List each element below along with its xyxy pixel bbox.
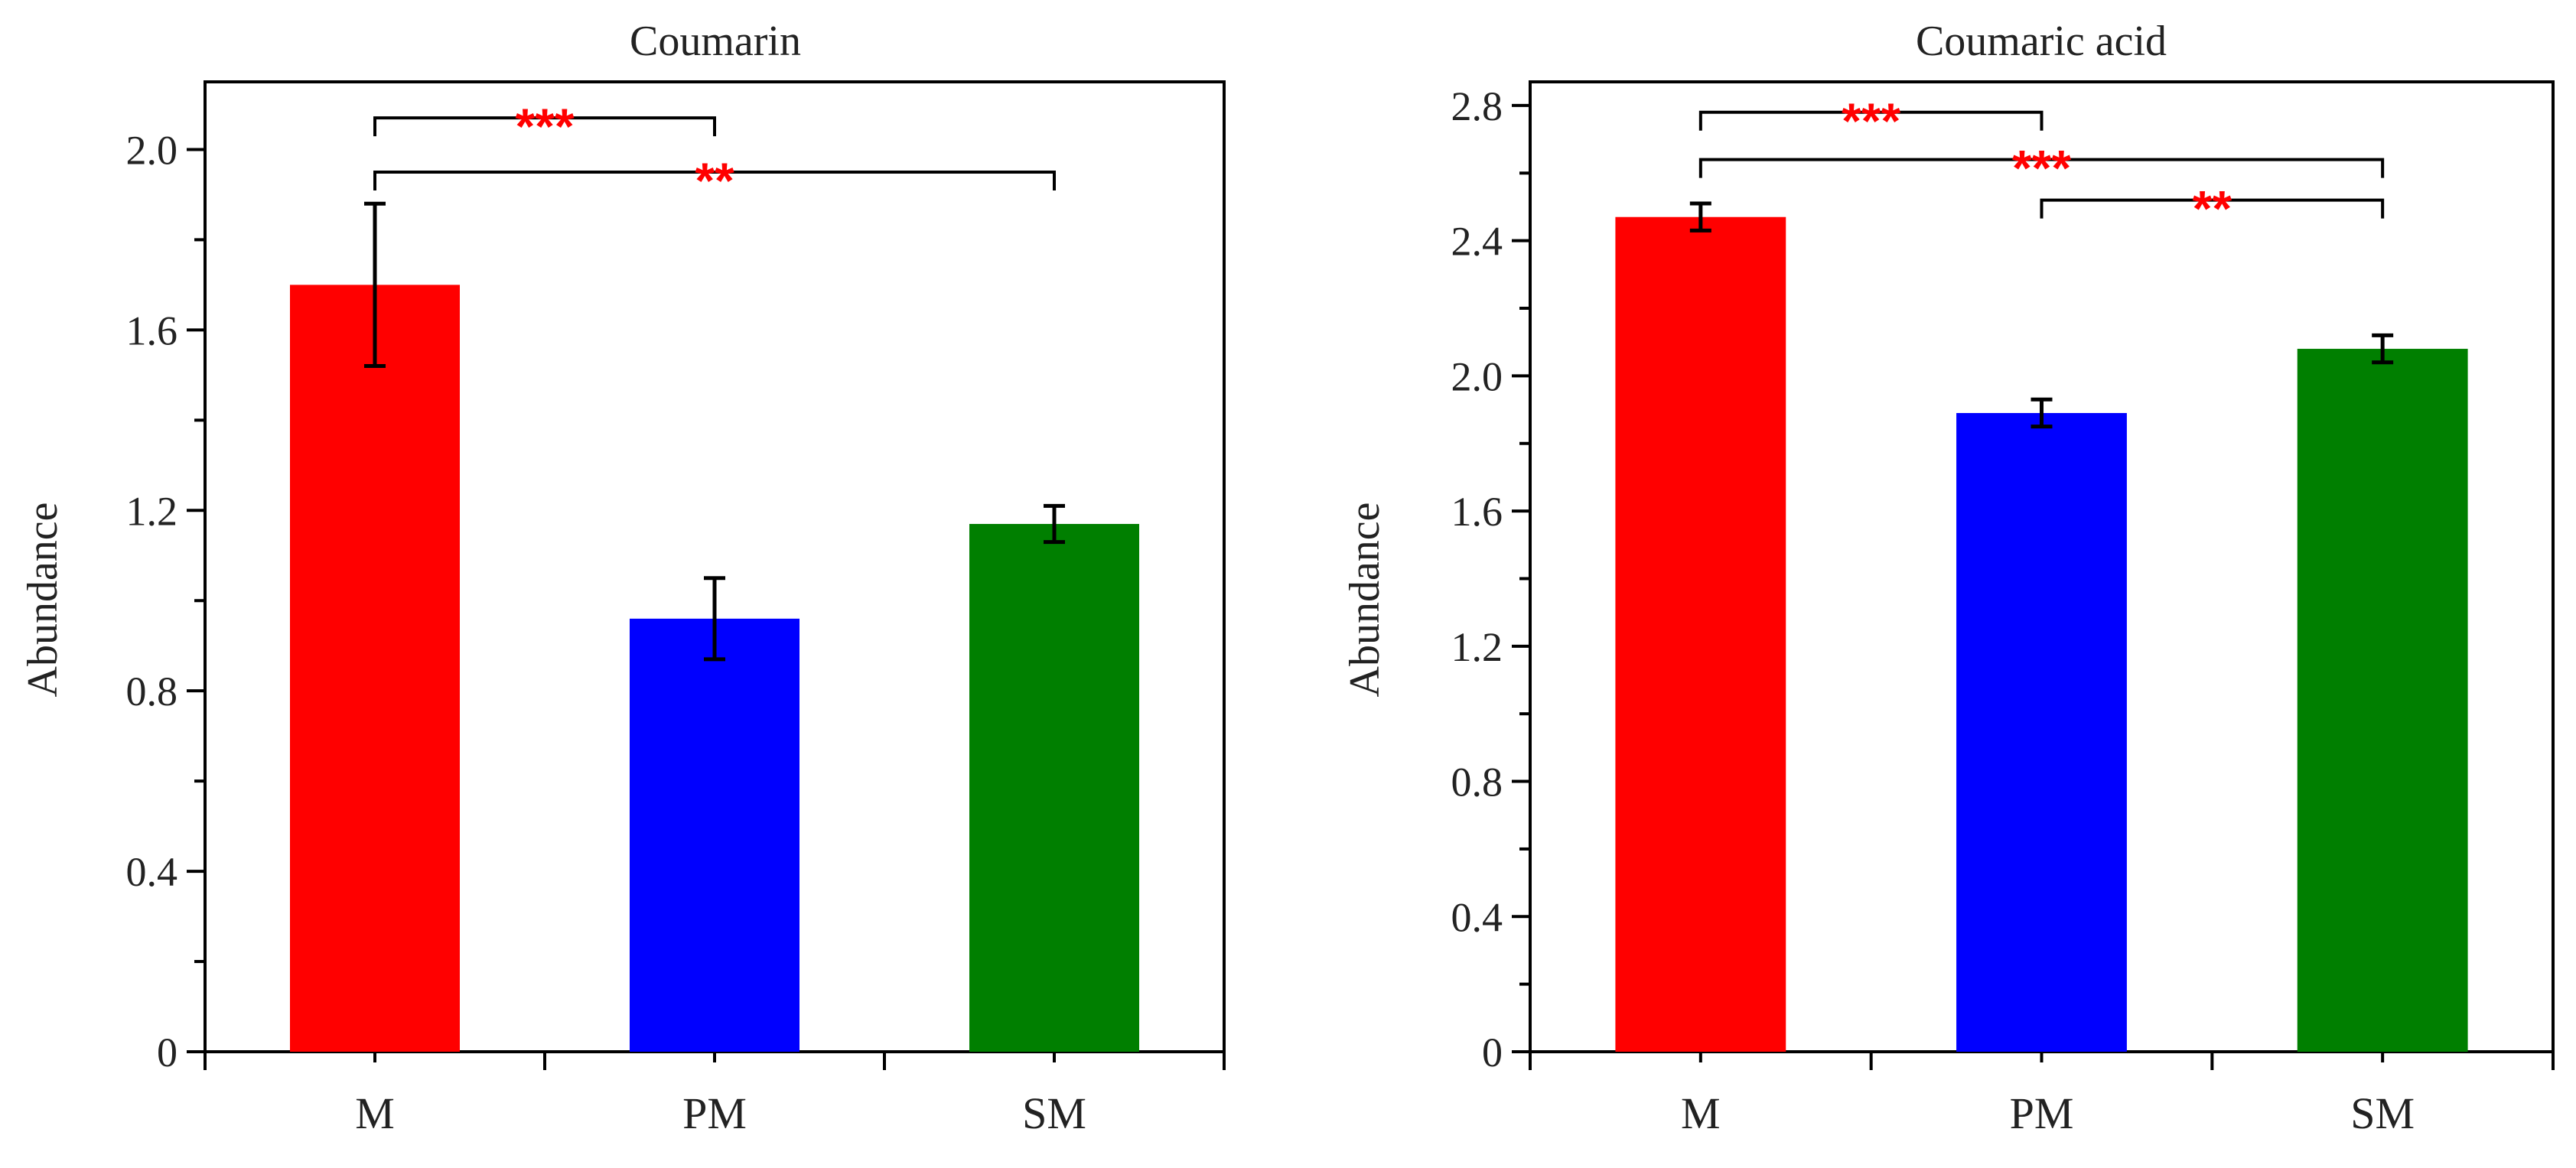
bar-m — [290, 285, 460, 1052]
x-tick-label: PM — [2010, 1088, 2074, 1138]
bar-pm — [630, 619, 800, 1052]
bar-pm — [1956, 413, 2127, 1052]
coumaric-acid-chart: Coumaric acid Abundance 0 0.4 0.8 1.2 1.6 2.0… — [1341, 18, 2553, 1138]
bar-sm — [969, 524, 1139, 1052]
y-tick-label: 0 — [1482, 1030, 1503, 1075]
y-tick-label: 1.6 — [1451, 489, 1503, 535]
significance-stars: ** — [695, 152, 734, 209]
chart-title: Coumarin — [630, 18, 801, 65]
bar-m — [1615, 217, 1786, 1052]
y-tick-label: 0.4 — [1451, 894, 1503, 940]
y-axis-label: Abundance — [1341, 502, 1389, 697]
figure: Coumarin Abundance 0 0.4 0.8 1.2 1.6 2.0 M PM SM… — [0, 0, 2576, 1168]
coumarin-chart: Coumarin Abundance 0 0.4 0.8 1.2 1.6 2.0 M PM SM… — [19, 18, 1224, 1138]
significance-stars: *** — [1842, 93, 1900, 149]
y-tick-label: 1.2 — [1451, 624, 1503, 670]
x-tick-label: M — [1681, 1088, 1721, 1138]
x-tick-label: M — [355, 1088, 395, 1138]
y-tick-label: 0.8 — [126, 669, 178, 714]
significance-stars: *** — [2012, 140, 2071, 197]
x-tick-label: PM — [682, 1088, 747, 1138]
y-tick-label: 1.2 — [126, 488, 178, 534]
significance-stars: *** — [515, 98, 574, 155]
x-tick-label: SM — [1022, 1088, 1086, 1138]
y-tick-label: 2.4 — [1451, 219, 1503, 265]
plot-area: 00.40.81.21.62.0M PM SM***** — [126, 82, 1225, 1138]
bar-sm — [2298, 349, 2468, 1052]
y-tick-label: 2.0 — [126, 127, 178, 173]
x-tick-label: SM — [2350, 1088, 2415, 1138]
significance-stars: ** — [2193, 181, 2232, 237]
y-tick-label: 0 — [157, 1030, 177, 1075]
y-tick-label: 2.8 — [1451, 83, 1503, 129]
y-tick-label: 0.8 — [1451, 760, 1503, 805]
y-axis-label: Abundance — [19, 502, 67, 697]
chart-title: Coumaric acid — [1916, 18, 2167, 65]
y-tick-label: 1.6 — [126, 307, 178, 353]
y-tick-label: 2.0 — [1451, 353, 1503, 399]
plot-area: 00.40.81.21.62.02.42.8M PM SM******** — [1451, 82, 2554, 1138]
y-tick-label: 0.4 — [126, 849, 178, 895]
